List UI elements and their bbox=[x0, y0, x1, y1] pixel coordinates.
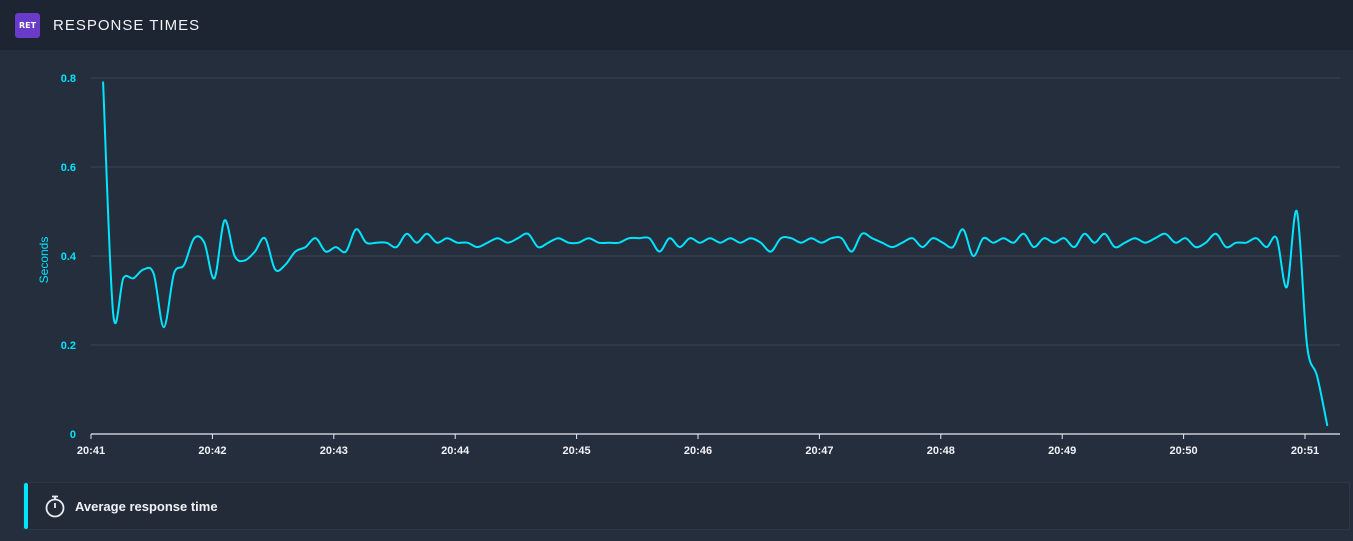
y-tick-label: 0.4 bbox=[61, 251, 77, 263]
stopwatch-icon bbox=[45, 495, 65, 518]
x-tick-label: 20:43 bbox=[320, 445, 348, 457]
panel-title: RESPONSE TIMES bbox=[53, 16, 201, 34]
y-axis-label: Seconds bbox=[37, 237, 51, 284]
x-tick-label: 20:42 bbox=[198, 445, 226, 457]
y-tick-label: 0.8 bbox=[61, 73, 76, 85]
x-tick-label: 20:47 bbox=[805, 445, 833, 457]
x-tick-label: 20:48 bbox=[927, 445, 955, 457]
panel-header: RET RESPONSE TIMES bbox=[0, 0, 1353, 50]
panel-badge: RET bbox=[15, 12, 40, 38]
response-times-chart: 00.20.40.60.8 20:41 20:42 20:43 20:44 20:45 2… bbox=[37, 73, 1340, 457]
y-tick-label: 0.6 bbox=[61, 162, 76, 174]
y-tick-label: 0.2 bbox=[61, 340, 76, 352]
legend-label: Average response time bbox=[75, 498, 218, 514]
legend-color-bar bbox=[24, 483, 28, 529]
series-line-average-response-time[interactable] bbox=[102, 81, 1329, 427]
x-tick-label: 20:50 bbox=[1170, 445, 1198, 457]
y-tick-label: 0 bbox=[70, 429, 76, 441]
y-axis: 0 0.2 0.4 0.6 0.8 bbox=[61, 73, 77, 441]
x-tick-label: 20:41 bbox=[77, 445, 105, 457]
x-tick-label: 20:44 bbox=[441, 445, 470, 457]
chart-legend[interactable]: Average response time bbox=[23, 482, 1350, 530]
chart-grid bbox=[91, 77, 1340, 435]
x-axis: 20:41 20:42 20:43 20:44 20:45 20:46 20:47 20:48… bbox=[77, 434, 1319, 457]
x-tick-label: 20:49 bbox=[1048, 445, 1076, 457]
x-tick-label: 20:51 bbox=[1291, 445, 1319, 457]
x-tick-label: 20:46 bbox=[684, 445, 712, 457]
x-tick-label: 20:45 bbox=[563, 445, 591, 457]
